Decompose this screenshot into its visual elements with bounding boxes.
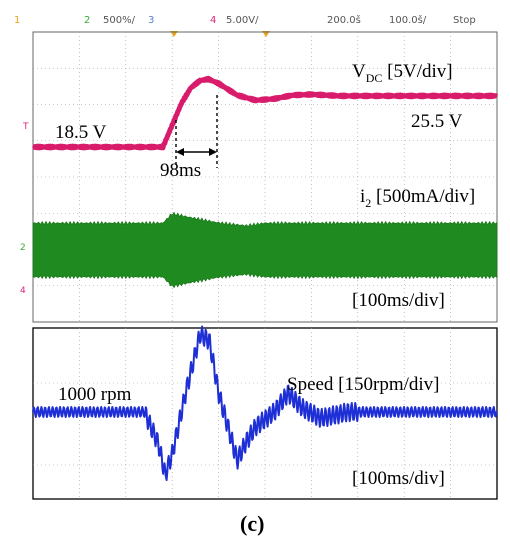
vdc-point xyxy=(292,94,294,96)
vdc-point xyxy=(207,78,210,80)
speed-trace xyxy=(32,325,498,481)
vdc-subscript: DC xyxy=(366,71,383,85)
vdc-point xyxy=(273,98,276,100)
i2-symbol: i xyxy=(360,186,365,207)
vdc-scale: [5V/div] xyxy=(382,61,452,82)
vdc-data-points xyxy=(32,78,498,148)
speed-point xyxy=(245,440,248,443)
i2-subscript: 2 xyxy=(365,196,371,210)
vdc-point xyxy=(217,82,220,85)
run-state: Stop xyxy=(453,15,476,26)
vdc-initial-label: 18.5 V xyxy=(55,122,107,143)
speed-grid xyxy=(33,328,497,499)
speed-initial-label: 1000 rpm xyxy=(58,384,132,405)
ch4-ground-marker: 4 xyxy=(20,286,26,296)
speed-point xyxy=(171,453,173,455)
vdc-point xyxy=(403,95,406,97)
vdc-scale-label: VDC [5V/div] xyxy=(352,61,453,85)
vdc-point xyxy=(449,95,452,97)
vdc-voltage-trace xyxy=(31,75,499,151)
ch4-number: 4 xyxy=(210,15,216,26)
ch2-number: 2 xyxy=(84,15,90,26)
vdc-symbol: V xyxy=(352,61,366,82)
delay-arrow-right-head xyxy=(209,148,217,156)
vdc-point xyxy=(236,94,238,96)
speed-data-points xyxy=(32,333,498,476)
vdc-point xyxy=(310,93,313,96)
vdc-point xyxy=(32,146,34,148)
scope-screen: T 2 4 xyxy=(20,31,499,323)
speed-point xyxy=(319,417,322,420)
scope-header: 1 2 500%/ 3 4 5.00V/ 200.0š 100.0š/ Stop xyxy=(14,14,476,26)
vdc-point xyxy=(162,146,164,148)
delay-label: 98ms xyxy=(160,160,201,181)
speed-point xyxy=(236,459,238,462)
i2-scale-label: i2 [500mA/div] xyxy=(360,186,475,210)
trigger-t-marker: T xyxy=(22,122,29,132)
speed-point xyxy=(199,333,201,336)
timebase-label-bottom: [100ms/div] xyxy=(352,468,445,489)
speed-point xyxy=(32,411,34,413)
ch4-scale: 5.00V/ xyxy=(226,15,259,26)
ch2-ground-marker: 2 xyxy=(20,243,26,253)
speed-point xyxy=(217,392,220,394)
vdc-point xyxy=(254,99,257,102)
delay-arrow-left-head xyxy=(176,148,184,156)
speed-point xyxy=(287,392,290,394)
figure-caption: (c) xyxy=(240,511,264,536)
ch3-number: 3 xyxy=(148,15,154,26)
speed-point xyxy=(273,411,276,413)
position-readout: 100.0š/ xyxy=(389,14,427,26)
speed-point xyxy=(157,442,160,445)
speed-point xyxy=(254,425,257,428)
vdc-point xyxy=(199,79,201,82)
speed-scale-label: Speed [150rpm/div] xyxy=(287,374,440,395)
speed-point xyxy=(347,411,350,413)
timebase-label-top: [100ms/div] xyxy=(352,290,445,311)
i2-current-trace xyxy=(32,211,498,289)
speed-point xyxy=(185,390,187,392)
vdc-point xyxy=(338,95,341,97)
speed-point xyxy=(208,339,211,342)
speed-point xyxy=(496,411,498,413)
vdc-point xyxy=(496,95,498,97)
speed-point xyxy=(301,407,303,409)
speed-point xyxy=(164,474,167,476)
i2-scale: [500mA/div] xyxy=(371,186,475,207)
vdc-point xyxy=(366,95,368,97)
vdc-final-label: 25.5 V xyxy=(411,111,463,132)
speed-point xyxy=(143,411,146,413)
vdc-point xyxy=(189,87,192,89)
speed-plot xyxy=(32,325,498,500)
vdc-point xyxy=(180,102,183,104)
ch1-number: 1 xyxy=(14,15,20,26)
vdc-point xyxy=(171,124,173,126)
timebase-readout: 200.0š xyxy=(327,14,361,26)
ch2-scale: 500%/ xyxy=(103,15,136,26)
